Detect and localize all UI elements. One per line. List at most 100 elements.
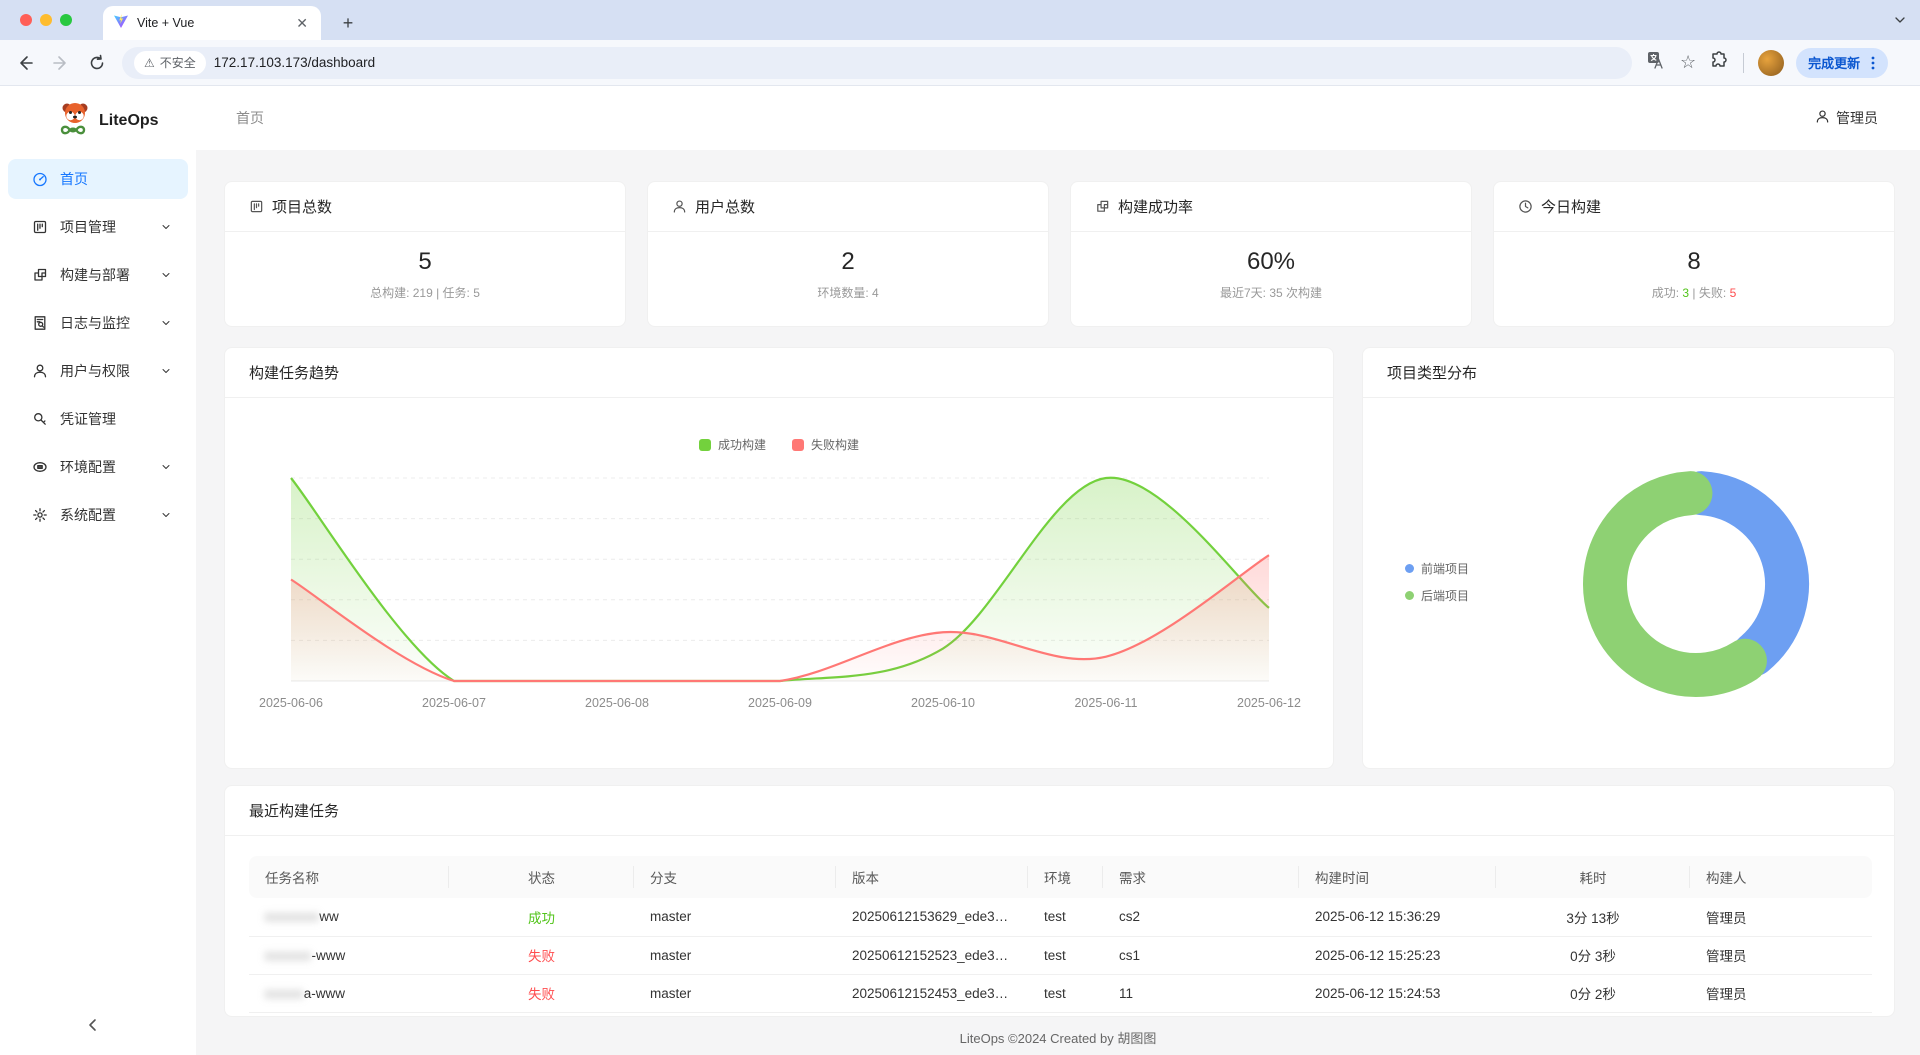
column-header-分支[interactable]: 分支 bbox=[634, 856, 836, 898]
cell-name: xxxxxx-www bbox=[249, 936, 449, 974]
sidebar-item-label: 系统配置 bbox=[60, 505, 148, 525]
url-text[interactable]: 172.17.103.173/dashboard bbox=[214, 55, 375, 70]
column-header-环境[interactable]: 环境 bbox=[1028, 856, 1103, 898]
sidebar-item-构建与部署[interactable]: 构建与部署 bbox=[8, 255, 188, 295]
stat-card-今日构建: 今日构建8成功: 3 | 失败: 5 bbox=[1493, 181, 1895, 327]
users-icon bbox=[672, 199, 687, 214]
stat-value: 2 bbox=[648, 248, 1048, 276]
status-badge: 成功 bbox=[449, 898, 634, 936]
tab-search-chevron-icon[interactable] bbox=[1888, 10, 1912, 30]
cell-builder: 管理员 bbox=[1690, 936, 1872, 974]
cell-duration: 0分 2秒 bbox=[1496, 974, 1690, 1012]
table-row[interactable]: xxxxxx-www失败master20250612152523_ede35..… bbox=[249, 936, 1872, 974]
sidebar-item-系统配置[interactable]: 系统配置 bbox=[8, 495, 188, 535]
settings-icon bbox=[32, 507, 48, 523]
cell-env: test bbox=[1028, 898, 1103, 936]
build-icon bbox=[32, 267, 48, 283]
cell-duration: 0分 3秒 bbox=[1496, 936, 1690, 974]
sidebar-item-首页[interactable]: 首页 bbox=[8, 159, 188, 199]
chevron-down-icon bbox=[160, 317, 172, 329]
window-controls[interactable] bbox=[20, 14, 72, 26]
toolbar-separator bbox=[1743, 53, 1744, 73]
security-chip[interactable]: ⚠ 不安全 bbox=[134, 51, 206, 75]
chrome-update-button[interactable]: 完成更新 bbox=[1796, 48, 1888, 78]
forward-button[interactable] bbox=[46, 48, 76, 78]
project-icon bbox=[32, 219, 48, 235]
sidebar-item-环境配置[interactable]: 环境配置 bbox=[8, 447, 188, 487]
back-button[interactable] bbox=[10, 48, 40, 78]
zoom-window-button[interactable] bbox=[60, 14, 72, 26]
column-header-版本[interactable]: 版本 bbox=[836, 856, 1028, 898]
clock-icon bbox=[1518, 199, 1533, 214]
logs-icon bbox=[32, 315, 48, 331]
users-icon bbox=[32, 363, 48, 379]
redacted-task-name: xxxxxxx bbox=[265, 909, 319, 924]
cell-branch: master bbox=[634, 898, 836, 936]
table-row[interactable]: xxxxxa-www失败master20250612152453_ede35..… bbox=[249, 974, 1872, 1012]
browser-tab[interactable]: Vite + Vue ✕ bbox=[103, 6, 321, 40]
browser-toolbar: ⚠ 不安全 172.17.103.173/dashboard ☆ 完成更新 bbox=[0, 40, 1920, 86]
profile-avatar[interactable] bbox=[1758, 50, 1784, 76]
cell-env: test bbox=[1028, 974, 1103, 1012]
cell-req: 11 bbox=[1103, 974, 1299, 1012]
column-header-任务名称[interactable]: 任务名称 bbox=[249, 856, 449, 898]
extensions-icon[interactable] bbox=[1710, 51, 1729, 75]
legend-item-成功构建[interactable]: 成功构建 bbox=[699, 436, 766, 453]
header-user-menu[interactable]: 管理员 bbox=[1815, 108, 1878, 128]
column-header-构建人[interactable]: 构建人 bbox=[1690, 856, 1872, 898]
sidebar: LiteOps 首页项目管理构建与部署日志与监控用户与权限凭证管理环境配置系统配… bbox=[0, 86, 196, 1055]
close-window-button[interactable] bbox=[20, 14, 32, 26]
cell-version: 20250612153629_ede35... bbox=[836, 898, 1028, 936]
svg-text:2025-06-10: 2025-06-10 bbox=[911, 696, 975, 710]
logo[interactable]: LiteOps bbox=[0, 86, 196, 151]
sidebar-item-label: 日志与监控 bbox=[60, 313, 148, 333]
sidebar-item-凭证管理[interactable]: 凭证管理 bbox=[8, 399, 188, 439]
liteops-logo-icon bbox=[58, 100, 92, 141]
trend-legend[interactable]: 成功构建 失败构建 bbox=[225, 436, 1333, 453]
tab-close-icon[interactable]: ✕ bbox=[293, 15, 311, 32]
cell-branch: master bbox=[634, 974, 836, 1012]
column-header-状态[interactable]: 状态 bbox=[449, 856, 634, 898]
sidebar-item-用户与权限[interactable]: 用户与权限 bbox=[8, 351, 188, 391]
stat-value: 5 bbox=[225, 248, 625, 276]
svg-text:2025-06-12: 2025-06-12 bbox=[1237, 696, 1301, 710]
stats-row: 项目总数5总构建: 219 | 任务: 5用户总数2环境数量: 4构建成功率60… bbox=[224, 181, 1895, 327]
sidebar-item-日志与监控[interactable]: 日志与监控 bbox=[8, 303, 188, 343]
svg-text:2025-06-09: 2025-06-09 bbox=[748, 696, 812, 710]
cell-req: cs1 bbox=[1103, 936, 1299, 974]
env-icon bbox=[32, 459, 48, 475]
redacted-task-name: xxxxxx bbox=[265, 948, 312, 963]
stat-subtext: 最近7天: 35 次构建 bbox=[1071, 284, 1471, 301]
redacted-task-name: xxxxx bbox=[265, 986, 304, 1001]
new-tab-button[interactable]: + bbox=[334, 9, 362, 37]
cell-name: xxxxxa-www bbox=[249, 974, 449, 1012]
column-header-需求[interactable]: 需求 bbox=[1103, 856, 1299, 898]
cell-builder: 管理员 bbox=[1690, 974, 1872, 1012]
svg-text:2025-06-11: 2025-06-11 bbox=[1074, 696, 1137, 710]
minimize-window-button[interactable] bbox=[40, 14, 52, 26]
app-header: 首页 管理员 bbox=[196, 86, 1920, 150]
chevron-down-icon bbox=[160, 365, 172, 377]
table-row[interactable]: xxxxxxxww成功master20250612153629_ede35...… bbox=[249, 898, 1872, 936]
status-badge: 失败 bbox=[449, 974, 634, 1012]
donut-slice-前端项目[interactable] bbox=[1702, 493, 1787, 654]
sidebar-collapse-button[interactable] bbox=[86, 1018, 100, 1037]
sidebar-item-label: 环境配置 bbox=[60, 457, 148, 477]
translate-icon[interactable] bbox=[1646, 50, 1666, 75]
reload-button[interactable] bbox=[82, 48, 112, 78]
column-header-构建时间[interactable]: 构建时间 bbox=[1299, 856, 1496, 898]
build-trend-chart: 2025-06-062025-06-072025-06-082025-06-09… bbox=[225, 460, 1335, 760]
cell-version: 20250612152523_ede35... bbox=[836, 936, 1028, 974]
bookmark-star-icon[interactable]: ☆ bbox=[1680, 52, 1696, 73]
sidebar-item-项目管理[interactable]: 项目管理 bbox=[8, 207, 188, 247]
cell-env: test bbox=[1028, 936, 1103, 974]
chevron-down-icon bbox=[160, 509, 172, 521]
recent-builds-title: 最近构建任务 bbox=[225, 786, 1894, 836]
cell-branch: master bbox=[634, 936, 836, 974]
address-bar[interactable]: ⚠ 不安全 172.17.103.173/dashboard bbox=[122, 47, 1632, 79]
cell-duration: 3分 13秒 bbox=[1496, 898, 1690, 936]
kebab-menu-icon[interactable] bbox=[1866, 55, 1880, 71]
project-type-card-title: 项目类型分布 bbox=[1363, 348, 1894, 398]
legend-item-失败构建[interactable]: 失败构建 bbox=[792, 436, 859, 453]
column-header-耗时[interactable]: 耗时 bbox=[1496, 856, 1690, 898]
